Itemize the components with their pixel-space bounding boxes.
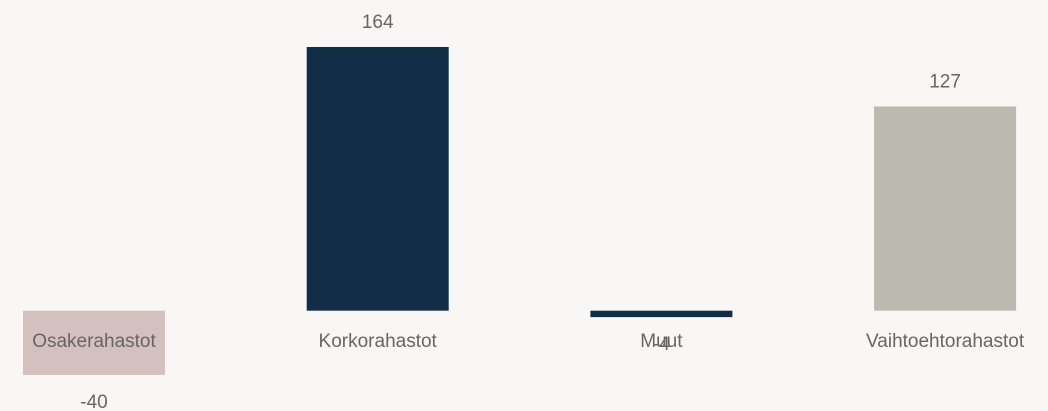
value-label: 164 (362, 12, 394, 33)
value-label: 127 (929, 72, 961, 93)
x-tick-label: Korkorahastot (319, 331, 438, 352)
bar (874, 106, 1017, 311)
value-label: -4 (653, 334, 670, 355)
bar (590, 310, 733, 318)
bar (23, 310, 165, 375)
bar (306, 47, 449, 311)
x-tick-label: Muut (640, 331, 683, 352)
value-label: -40 (80, 392, 107, 411)
x-tick-label: Osakerahastot (32, 331, 156, 352)
x-tick-label: Vaihtoehtorahastot (866, 331, 1025, 352)
